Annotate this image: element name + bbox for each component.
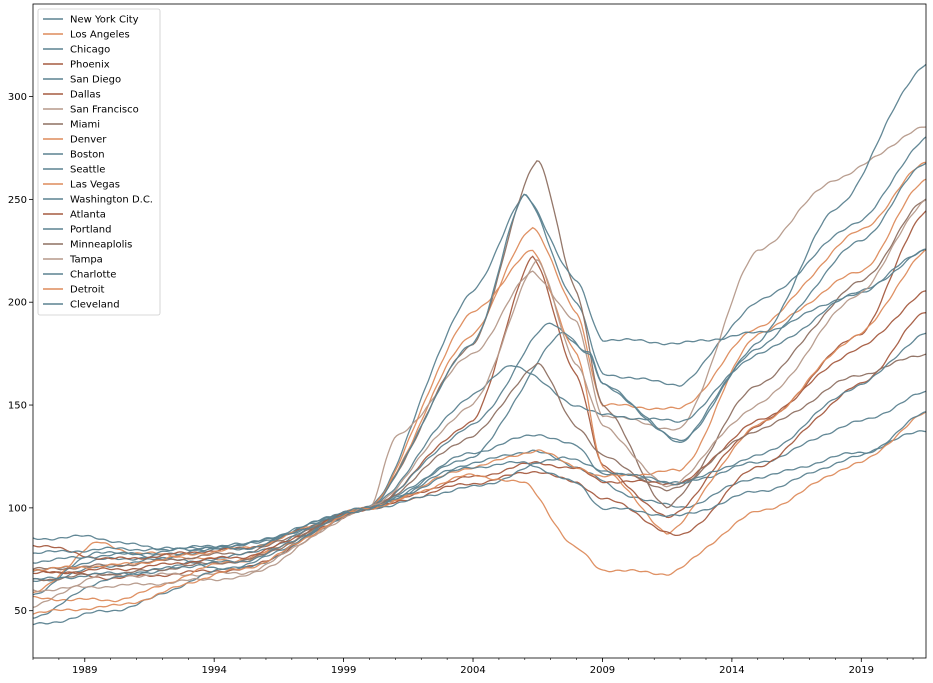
series-line — [32, 160, 927, 571]
series-line — [32, 312, 927, 575]
x-tick-label: 2014 — [719, 665, 744, 676]
legend-entry: Detroit — [70, 285, 105, 296]
series-line — [32, 178, 927, 603]
x-tick-label: 2019 — [849, 665, 874, 676]
series-line — [32, 248, 927, 572]
x-tick-label: 1994 — [201, 665, 226, 676]
y-tick-label: 100 — [8, 503, 27, 514]
series-line — [32, 411, 927, 580]
legend-entry: San Diego — [70, 75, 121, 86]
legend-entry: Charlotte — [70, 270, 116, 281]
series-line — [32, 63, 927, 619]
axes-layer: 1989 1994 1999 2004 2009 2014 2019 50 100 150 200 2… — [8, 3, 927, 676]
legend-entry: Dallas — [70, 90, 101, 101]
x-tick-label: 2004 — [460, 665, 485, 676]
series-line — [32, 126, 927, 609]
x-tick-label: 1999 — [331, 665, 356, 676]
plot-frame — [32, 3, 927, 659]
legend-entry: San Francisco — [70, 105, 139, 116]
series-line — [32, 161, 927, 594]
legend-entry: Portland — [70, 225, 111, 236]
legend-entry: Boston — [70, 150, 105, 161]
legend-entry: Phoenix — [70, 60, 110, 71]
series-line — [32, 411, 927, 615]
series-line — [32, 390, 927, 573]
series-line — [32, 290, 927, 560]
y-tick-label: 300 — [8, 92, 27, 103]
x-tick-label: 2009 — [590, 665, 615, 676]
series-line — [32, 332, 927, 564]
legend-entry: Washington D.C. — [70, 195, 153, 206]
legend-entry: Denver — [70, 135, 107, 146]
x-tick-label: 1989 — [72, 665, 97, 676]
series-line — [32, 162, 927, 626]
legend-entry: Minneaplolis — [70, 240, 132, 251]
series-line — [32, 199, 927, 593]
y-tick-label: 200 — [8, 298, 27, 309]
legend-box — [37, 8, 161, 316]
legend-entry: Los Angeles — [70, 30, 130, 41]
legend-entry: Las Vegas — [70, 180, 120, 191]
legend-entry: Tampa — [69, 255, 103, 266]
legend-entry: Atlanta — [70, 210, 106, 221]
y-tick-label: 50 — [14, 606, 27, 617]
legend-entry: Chicago — [70, 45, 110, 56]
series-line — [32, 136, 927, 596]
legend-entry: New York City — [70, 15, 139, 26]
legend-entry: Cleveland — [70, 300, 120, 311]
legend-entry: Miami — [70, 120, 100, 131]
legend-entry: Seattle — [70, 165, 105, 176]
y-tick-label: 250 — [8, 195, 27, 206]
y-tick-label: 150 — [8, 401, 27, 412]
series-layer — [32, 63, 927, 626]
legend: New York City Los Angeles Chicago Phoenix Sa… — [37, 8, 161, 316]
